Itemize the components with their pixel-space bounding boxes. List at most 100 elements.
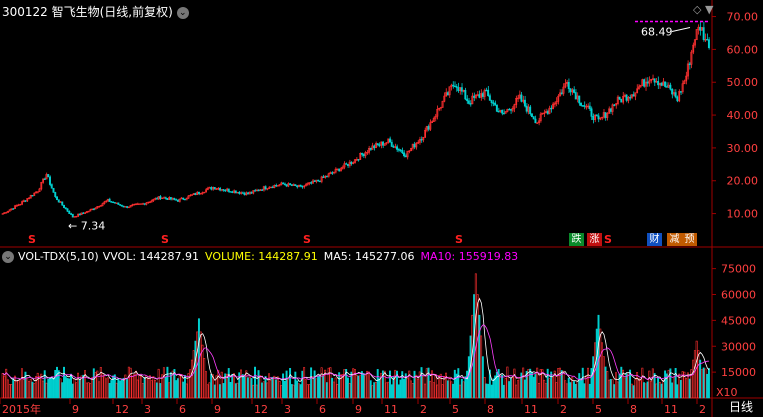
candle-body (310, 182, 313, 184)
menu-icon[interactable]: ▼ (704, 3, 714, 16)
volume-indicator-name[interactable]: VOL-TDX(5,10) (18, 250, 99, 263)
volume-bar (304, 379, 307, 399)
candle-body (45, 174, 48, 180)
candle-body (34, 191, 37, 194)
volume-bar (453, 369, 456, 399)
candle-body (427, 126, 430, 130)
volume-bar (487, 383, 490, 399)
volume-bar (36, 372, 39, 399)
candle-body (54, 192, 57, 197)
volume-bar (84, 370, 87, 399)
time-tick-label: 9 (214, 403, 221, 416)
chevron-down-icon[interactable]: ⌄ (176, 6, 189, 19)
volume-bar (700, 369, 703, 399)
candle-body (108, 198, 111, 202)
volume-bar (287, 378, 290, 399)
candle-body (537, 120, 540, 124)
volume-bar (226, 373, 228, 399)
volume-bar (653, 373, 656, 399)
candle-body (683, 80, 686, 85)
volume-bar (136, 379, 139, 399)
volume-bar (219, 384, 221, 399)
chevron-down-icon[interactable]: ⌄ (2, 251, 14, 263)
event-marker-forecast[interactable]: 预 (682, 233, 697, 246)
volume-bar (101, 373, 104, 399)
volume-bar (669, 368, 672, 399)
candle-body (26, 198, 29, 202)
candle-body (138, 203, 141, 205)
candle-body (15, 205, 18, 207)
volume-bar (275, 379, 278, 399)
candle-body (371, 145, 374, 150)
candle-body (655, 81, 658, 83)
volume-bar (576, 380, 579, 399)
time-tick-label: 9 (355, 403, 362, 416)
price-tick-label: 40.00 (727, 109, 759, 122)
candle-body (522, 99, 525, 102)
volume-bar (530, 371, 533, 399)
volume-tick-label: 15000 (721, 366, 756, 379)
volume-bar (73, 378, 76, 399)
candle-body (583, 105, 586, 107)
volume-bar (47, 378, 50, 399)
volume-bar (629, 369, 632, 399)
volume-bar (313, 370, 316, 399)
volume-bar (297, 383, 300, 399)
volume-bar (438, 375, 441, 399)
candle-body (12, 208, 15, 210)
candle-body (77, 213, 80, 217)
volume-tick-label: 30000 (721, 340, 756, 353)
volume-bar (68, 378, 71, 399)
candle-body (219, 188, 221, 191)
candle-body (80, 212, 83, 216)
volume-bar (699, 359, 702, 399)
volume-bar (117, 378, 120, 399)
event-marker-rise[interactable]: 涨 (587, 233, 602, 246)
volume-bar (399, 379, 402, 399)
volume-bar (609, 379, 612, 399)
volume-bar (672, 376, 675, 399)
volume-bar (707, 368, 710, 399)
time-tick-label: 6 (319, 403, 326, 416)
candle-body (452, 84, 455, 87)
volume-bar (410, 380, 412, 399)
volume-bar (625, 373, 628, 399)
candle-body (166, 198, 169, 200)
volume-bar (567, 377, 570, 399)
volume-bar (199, 331, 202, 399)
event-marker-finance[interactable]: 财 (647, 233, 662, 246)
candle-body (613, 104, 616, 106)
volume-bar (473, 294, 476, 399)
volume-bar (348, 383, 351, 399)
candle-body (474, 94, 477, 98)
volume-bar (481, 356, 484, 399)
candle-body (94, 207, 97, 210)
volume-bar (665, 373, 668, 399)
volume-bar (71, 383, 74, 399)
volume-bar (394, 369, 397, 399)
volume-bar (539, 369, 542, 399)
event-marker-reduce[interactable]: 减 (667, 233, 682, 246)
candle-body (565, 82, 568, 84)
candle-body (208, 187, 211, 189)
volume-bar (664, 370, 667, 399)
volume-bar (211, 374, 214, 399)
candle-body (541, 112, 544, 115)
diamond-icon[interactable]: ◇ (693, 3, 702, 16)
candle-body (317, 179, 320, 182)
candle-body (348, 161, 351, 167)
candle-body (636, 88, 639, 94)
candle-body (343, 163, 346, 168)
candle-body (240, 192, 242, 194)
candle-body (476, 94, 479, 96)
candle-body (595, 114, 598, 117)
candle-body (320, 176, 323, 182)
candle-body (180, 197, 183, 200)
volume-bar (679, 380, 682, 399)
period-button[interactable]: 日线 (728, 400, 753, 414)
candle-body (467, 100, 470, 104)
volume-bar (413, 370, 416, 399)
event-marker-fall[interactable]: 跌 (569, 233, 584, 246)
candle-body (480, 93, 483, 98)
